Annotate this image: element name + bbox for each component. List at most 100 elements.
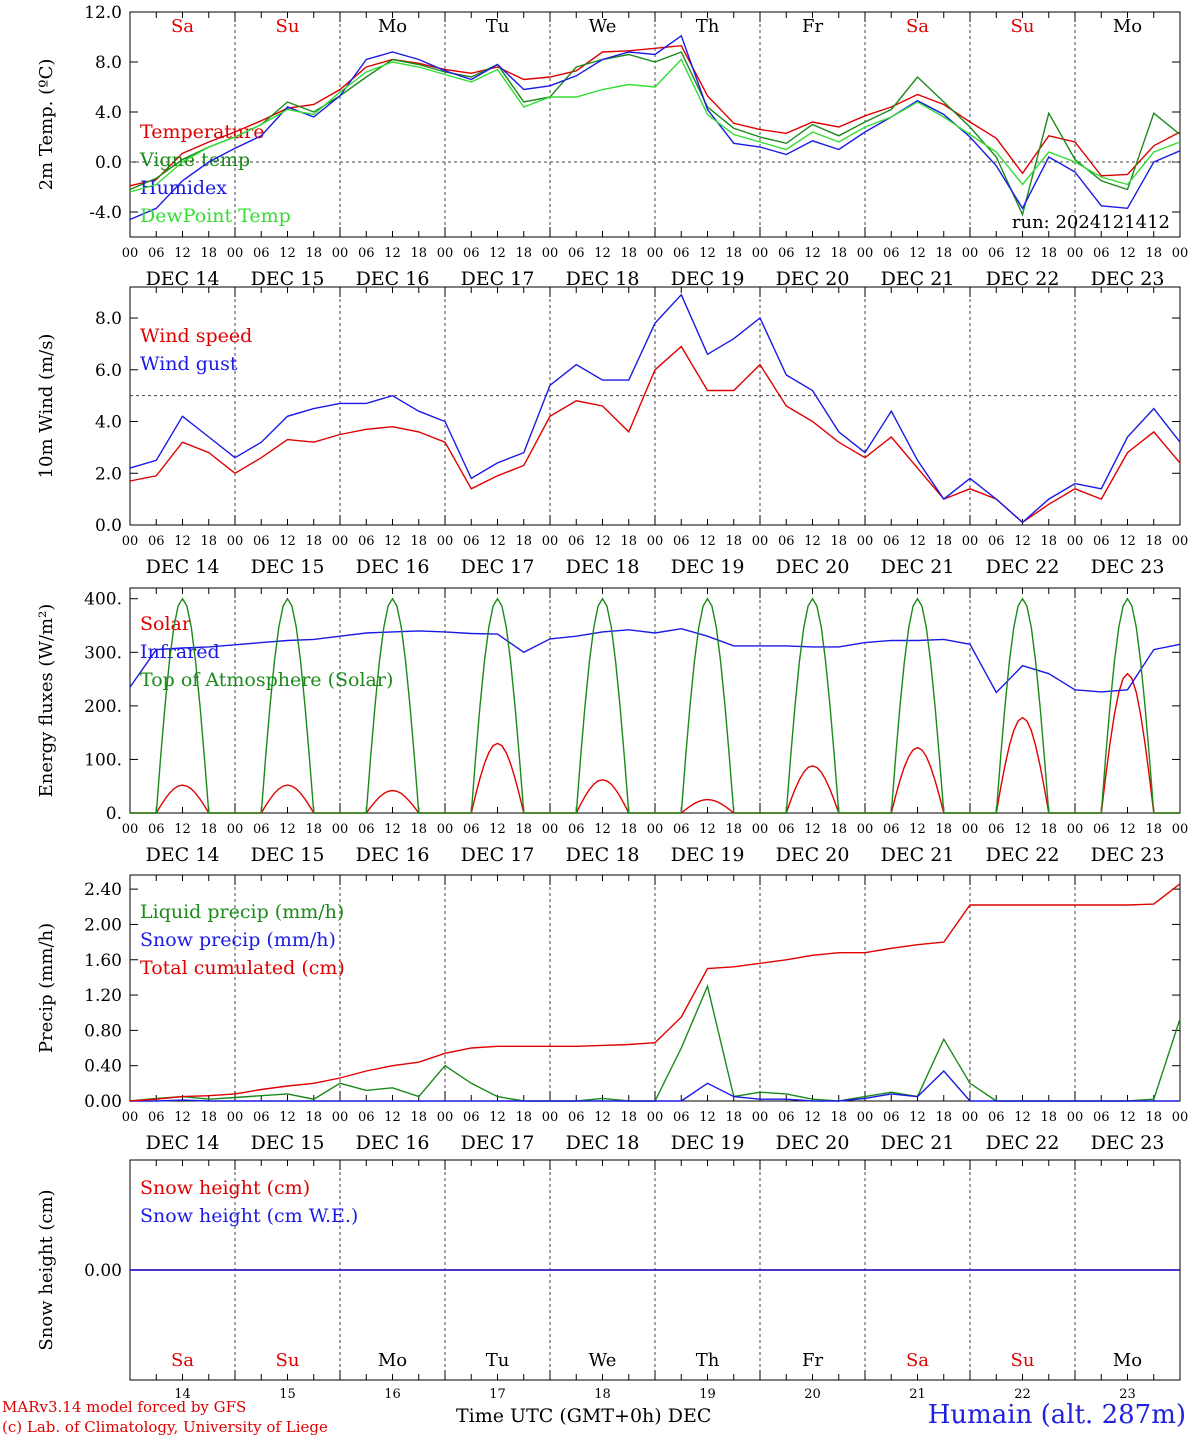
series-line-1	[130, 1069, 1180, 1102]
hour-tick-label: 06	[253, 534, 270, 549]
hour-tick-label: 12	[489, 534, 506, 549]
hour-tick-label: 18	[305, 246, 322, 261]
hour-tick-label: 12	[1014, 246, 1031, 261]
day-number-label: 17	[489, 1387, 506, 1402]
date-label: DEC 16	[356, 268, 430, 290]
day-label: Su	[276, 1350, 300, 1371]
hour-tick-label: 12	[489, 1110, 506, 1125]
day-label: Mo	[1113, 1350, 1142, 1371]
y-tick-label: 6.0	[95, 361, 122, 381]
series-line-1	[129, 627, 1181, 694]
series-line-2	[129, 34, 1181, 221]
hour-tick-label: 12	[699, 1110, 716, 1125]
legend-entry: Liquid precip (mm/h)	[140, 901, 344, 923]
legend-entry: Infrared	[140, 641, 220, 663]
hour-tick-label: 00	[227, 1110, 244, 1125]
y-tick-label: 0.0	[95, 153, 122, 173]
y-tick-label: 1.60	[84, 951, 122, 971]
hour-tick-label: 18	[935, 1110, 952, 1125]
hour-tick-label: 18	[935, 246, 952, 261]
hour-tick-label: 12	[909, 822, 926, 837]
date-label: DEC 21	[881, 844, 955, 866]
hour-tick-label: 06	[1093, 534, 1110, 549]
hour-tick-label: 06	[463, 822, 480, 837]
hour-tick-label: 06	[988, 1110, 1005, 1125]
hour-tick-label: 12	[174, 246, 191, 261]
date-label: DEC 18	[566, 556, 640, 578]
hour-tick-label: 00	[962, 1110, 979, 1125]
hour-tick-label: 06	[148, 534, 165, 549]
lab-credit: (c) Lab. of Climatology, University of L…	[2, 1418, 328, 1436]
hour-tick-label: 18	[620, 246, 637, 261]
series-line-2	[129, 883, 1181, 1102]
hour-tick-label: 00	[227, 246, 244, 261]
hour-tick-label: 00	[542, 1110, 559, 1125]
hour-tick-label: 06	[778, 246, 795, 261]
hour-tick-label: 12	[279, 1110, 296, 1125]
hour-tick-label: 06	[253, 246, 270, 261]
hour-tick-label: 00	[122, 534, 139, 549]
hour-tick-label: 18	[1145, 246, 1162, 261]
hour-tick-label: 18	[410, 246, 427, 261]
hour-tick-label: 06	[358, 1110, 375, 1125]
hour-tick-label: 18	[935, 822, 952, 837]
y-tick-label: 12.0	[84, 3, 122, 23]
date-label: DEC 17	[461, 268, 535, 290]
hour-tick-label: 06	[148, 1110, 165, 1125]
hour-tick-label: 18	[620, 1110, 637, 1125]
y-axis-label: Precip (mm/h)	[36, 923, 57, 1053]
hour-tick-label: 18	[935, 534, 952, 549]
hour-tick-label: 06	[253, 1110, 270, 1125]
hour-tick-label: 12	[384, 246, 401, 261]
date-label: DEC 23	[1091, 844, 1165, 866]
hour-tick-label: 12	[804, 246, 821, 261]
hour-tick-label: 00	[332, 534, 349, 549]
y-tick-label: 0.80	[84, 1021, 122, 1041]
series-line-0	[129, 44, 1181, 187]
hour-tick-label: 12	[174, 1110, 191, 1125]
hour-tick-label: 18	[515, 246, 532, 261]
hour-tick-label: 18	[200, 822, 217, 837]
legend-entry: Snow height (cm)	[140, 1177, 310, 1199]
day-label: Su	[276, 16, 300, 37]
day-label: Sa	[906, 1350, 929, 1371]
y-tick-label: 2.00	[84, 915, 122, 935]
y-tick-label: 0.00	[84, 1092, 122, 1112]
hour-tick-label: 06	[568, 246, 585, 261]
footer-credits: MARv3.14 model forced by GFS (c) Lab. of…	[2, 1397, 328, 1437]
hour-tick-label: 00	[332, 1110, 349, 1125]
y-axis-label: 2m Temp. (ºC)	[36, 59, 57, 191]
hour-tick-label: 12	[1014, 1110, 1031, 1125]
hour-tick-label: 12	[279, 246, 296, 261]
hour-tick-label: 06	[778, 822, 795, 837]
legend-entry: Snow height (cm W.E.)	[140, 1205, 358, 1227]
panel-frame	[129, 587, 1181, 814]
day-label: Tu	[486, 16, 510, 37]
day-label: Th	[696, 1350, 720, 1371]
hour-tick-label: 12	[489, 246, 506, 261]
hour-tick-label: 00	[857, 1110, 874, 1125]
day-label: Sa	[906, 16, 929, 37]
day-label: Fr	[802, 1350, 823, 1371]
hour-tick-label: 18	[200, 246, 217, 261]
hour-tick-label: 06	[988, 822, 1005, 837]
hour-tick-label: 18	[1040, 246, 1057, 261]
hour-tick-label: 18	[515, 1110, 532, 1125]
hour-tick-label: 12	[1119, 822, 1136, 837]
date-label: DEC 18	[566, 268, 640, 290]
hour-tick-label: 12	[174, 534, 191, 549]
hour-tick-label: 18	[200, 534, 217, 549]
y-tick-label: 400.	[84, 590, 122, 610]
series-line-2	[130, 597, 1180, 814]
hour-tick-label: 18	[1145, 534, 1162, 549]
hour-tick-label: 06	[988, 246, 1005, 261]
date-label: DEC 18	[566, 844, 640, 866]
hour-tick-label: 18	[830, 534, 847, 549]
hour-tick-label: 18	[830, 246, 847, 261]
hour-tick-label: 18	[410, 534, 427, 549]
hour-tick-label: 00	[542, 822, 559, 837]
date-label: DEC 20	[776, 844, 850, 866]
day-label: Sa	[171, 16, 194, 37]
hour-tick-label: 18	[725, 246, 742, 261]
date-label: DEC 23	[1091, 268, 1165, 290]
